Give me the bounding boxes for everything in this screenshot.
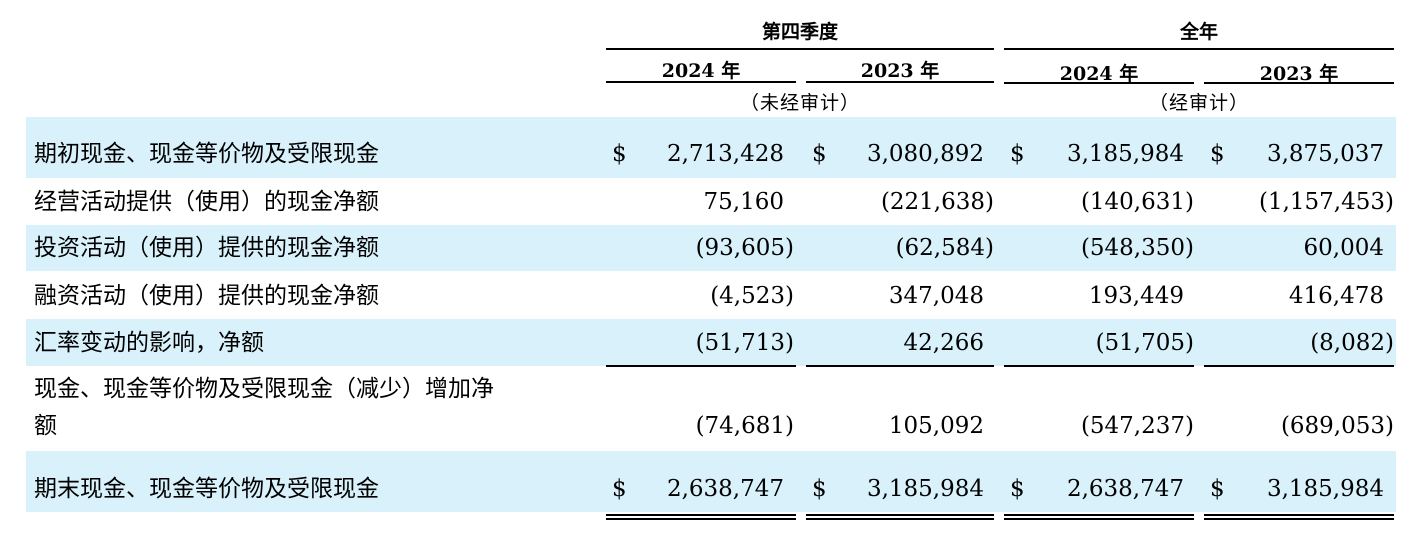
total-rule-top-3 xyxy=(1004,514,1194,516)
year-header-fy-2023: 2023 年 xyxy=(1259,63,1339,85)
cell-q4-2024: 2,638,747 xyxy=(666,476,784,502)
row-label-line1: 现金、现金等价物及受限现金（减少）增加净 xyxy=(34,376,494,402)
row-label: 汇率变动的影响，净额 xyxy=(34,330,264,356)
cell-q4-2023: (221,638) xyxy=(880,189,994,215)
subtotal-rule-1 xyxy=(606,365,796,367)
cell-q4-2023: 105,092 xyxy=(888,413,984,439)
currency-symbol: $ xyxy=(612,476,627,502)
year-header-fy-2024: 2024 年 xyxy=(1059,63,1139,85)
year-rule-4 xyxy=(1204,82,1394,84)
cell-fy-2024: (140,631) xyxy=(1080,189,1194,215)
cell-fy-2024: (547,237) xyxy=(1080,413,1194,439)
cell-q4-2024: 75,160 xyxy=(703,189,784,215)
subtotal-rule-2 xyxy=(806,365,994,367)
cell-fy-2023: 60,004 xyxy=(1303,235,1384,261)
total-rule-top-1 xyxy=(606,514,796,516)
currency-symbol: $ xyxy=(1210,476,1225,502)
subtotal-rule-4 xyxy=(1204,365,1394,367)
cell-fy-2023: 3,875,037 xyxy=(1266,141,1384,167)
subtotal-rule-3 xyxy=(1004,365,1194,367)
currency-symbol: $ xyxy=(1210,141,1225,167)
q4-header-rule xyxy=(606,48,994,50)
cell-q4-2024: (93,605) xyxy=(695,235,794,261)
cell-fy-2023: (689,053) xyxy=(1280,413,1394,439)
total-rule-bottom-1 xyxy=(606,518,796,520)
total-rule-top-4 xyxy=(1204,514,1394,516)
row-label: 期初现金、现金等价物及受限现金 xyxy=(34,141,379,167)
row-label: 经营活动提供（使用）的现金净额 xyxy=(34,189,379,215)
currency-symbol: $ xyxy=(612,141,627,167)
cell-q4-2023: 3,185,984 xyxy=(866,476,984,502)
row-band-investing xyxy=(26,225,1396,271)
cell-q4-2024: (74,681) xyxy=(695,413,794,439)
cell-fy-2024: 193,449 xyxy=(1088,283,1184,309)
cell-q4-2024: (4,523) xyxy=(710,283,794,309)
row-band-fx xyxy=(26,319,1396,366)
currency-symbol: $ xyxy=(1010,141,1025,167)
row-label: 投资活动（使用）提供的现金净额 xyxy=(34,235,379,261)
cell-q4-2024: (51,713) xyxy=(695,330,794,356)
cell-fy-2024: 3,185,984 xyxy=(1066,141,1184,167)
cell-q4-2023: 42,266 xyxy=(903,330,984,356)
total-rule-bottom-4 xyxy=(1204,518,1394,520)
year-rule-1 xyxy=(606,81,796,83)
unaudited-note: （未经审计） xyxy=(739,92,860,114)
year-rule-2 xyxy=(806,81,994,83)
cell-q4-2024: 2,713,428 xyxy=(666,141,784,167)
cell-fy-2024: 2,638,747 xyxy=(1066,476,1184,502)
year-header-q4-2024: 2024 年 xyxy=(661,60,741,82)
cell-fy-2023: (1,157,453) xyxy=(1258,189,1394,215)
year-rule-3 xyxy=(1004,82,1194,84)
cell-fy-2024: (548,350) xyxy=(1080,235,1194,261)
currency-symbol: $ xyxy=(812,476,827,502)
cell-q4-2023: 347,048 xyxy=(888,283,984,309)
cell-fy-2024: (51,705) xyxy=(1095,330,1194,356)
row-band-closing xyxy=(26,451,1396,512)
total-rule-top-2 xyxy=(806,514,994,516)
cell-q4-2023: 3,080,892 xyxy=(866,141,984,167)
row-band-opening xyxy=(26,117,1396,178)
currency-symbol: $ xyxy=(812,141,827,167)
row-label: 期末现金、现金等价物及受限现金 xyxy=(34,476,379,502)
row-label: 融资活动（使用）提供的现金净额 xyxy=(34,283,379,309)
currency-symbol: $ xyxy=(1010,476,1025,502)
q4-header: 第四季度 xyxy=(761,21,838,43)
year-header-q4-2023: 2023 年 xyxy=(860,60,940,82)
full-year-header: 全年 xyxy=(1179,21,1218,43)
full-year-header-rule xyxy=(1004,48,1394,50)
total-rule-bottom-3 xyxy=(1004,518,1194,520)
cell-q4-2023: (62,584) xyxy=(895,235,994,261)
cell-fy-2023: 3,185,984 xyxy=(1266,476,1384,502)
row-label-line2: 额 xyxy=(34,413,57,439)
cell-fy-2023: 416,478 xyxy=(1288,283,1384,309)
audited-note: （经审计） xyxy=(1148,92,1249,114)
cell-fy-2023: (8,082) xyxy=(1310,330,1394,356)
total-rule-bottom-2 xyxy=(806,518,994,520)
